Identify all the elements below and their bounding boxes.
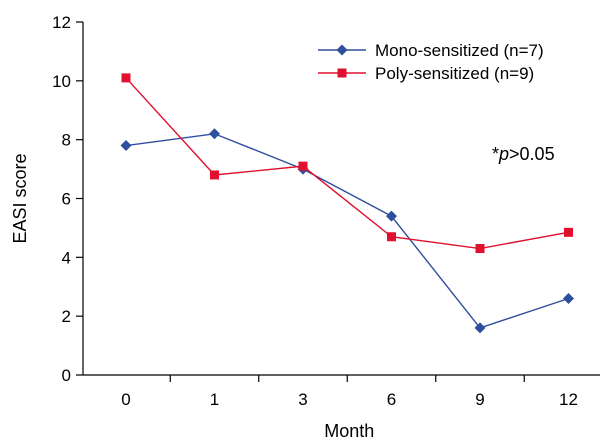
data-point <box>386 210 397 222</box>
x-tick-label: 1 <box>210 390 219 409</box>
annotation-p: p <box>498 144 509 164</box>
series-2 <box>121 73 573 254</box>
legend: Mono-sensitized (n=7) Poly-sensitized (n=… <box>318 41 544 83</box>
data-point <box>298 161 308 171</box>
y-tick-label: 10 <box>52 72 71 91</box>
y-tick-label: 4 <box>62 248 71 267</box>
data-point <box>564 227 573 237</box>
y-tick-label: 6 <box>62 190 71 209</box>
annotation-prefix: * <box>492 144 499 164</box>
series-1 <box>120 128 574 334</box>
y-tick-label: 12 <box>52 13 71 32</box>
y-tick-label: 2 <box>62 307 71 326</box>
legend-item: Mono-sensitized (n=7) <box>318 41 544 60</box>
legend-swatch-marker <box>336 44 348 56</box>
x-tick-label: 0 <box>121 390 130 409</box>
series-line <box>125 77 569 250</box>
data-point <box>563 293 574 305</box>
series-line <box>125 133 569 329</box>
data-point <box>210 170 219 180</box>
data-point <box>209 128 220 140</box>
x-tick-label: 3 <box>298 390 307 409</box>
x-ticks: 0 1 3 6 9 12 <box>121 375 578 409</box>
legend-item: Poly-sensitized (n=9) <box>318 64 534 83</box>
data-point <box>387 232 396 242</box>
data-point <box>121 73 131 83</box>
data-point <box>475 244 485 254</box>
legend-label: Poly-sensitized (n=9) <box>375 64 534 83</box>
significance-annotation: *p>0.05 <box>492 144 555 164</box>
x-tick-label: 12 <box>559 390 578 409</box>
series-layer <box>120 73 574 334</box>
x-tick-label: 6 <box>387 390 396 409</box>
data-point <box>120 140 132 152</box>
y-tick-label: 8 <box>62 131 71 150</box>
y-ticks: 0 2 4 6 8 10 12 <box>52 13 83 385</box>
data-point <box>474 322 486 334</box>
y-axis-title: EASI score <box>10 153 30 243</box>
legend-label: Mono-sensitized (n=7) <box>375 41 544 60</box>
legend-swatch-marker <box>337 68 347 78</box>
x-axis-title: Month <box>324 421 374 439</box>
y-tick-label: 0 <box>62 366 71 385</box>
x-tick-label: 9 <box>475 390 484 409</box>
annotation-value: >0.05 <box>509 144 555 164</box>
